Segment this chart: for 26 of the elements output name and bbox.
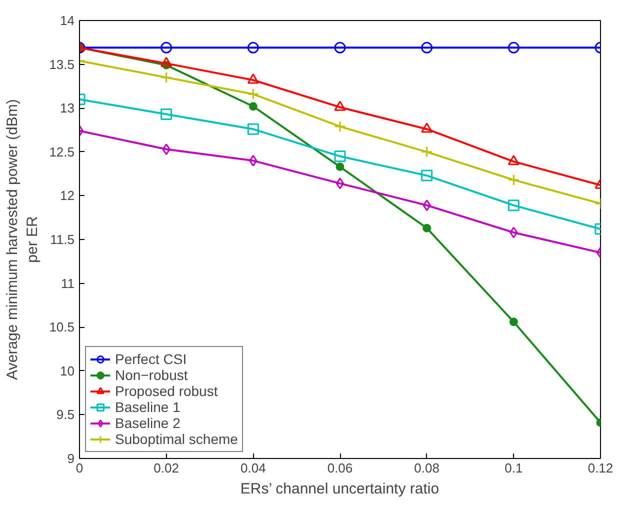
- legend-label: Perfect CSI: [115, 351, 187, 367]
- legend-label: Proposed robust: [115, 383, 218, 399]
- y-tick-label: 10.5: [49, 320, 75, 335]
- x-tick-label: 0.04: [240, 460, 266, 476]
- y-axis-title: Average minimum harvested power (dBm) per ER: [4, 99, 42, 380]
- y-tick-label: 11.5: [50, 232, 75, 247]
- x-tick-label: 0: [76, 460, 84, 476]
- x-axis-title: ERs’ channel uncertainty ratio: [240, 480, 440, 498]
- x-tick-label: 0.08: [414, 460, 440, 476]
- y-tick-label: 13.5: [49, 56, 75, 72]
- y-tick-label: 10: [60, 363, 75, 378]
- y-tick-label: 12: [60, 188, 75, 204]
- legend-label: Suboptimal scheme: [115, 431, 238, 447]
- y-tick-label: 9: [67, 451, 75, 466]
- y-tick-label: 14: [60, 13, 75, 28]
- x-tick-label: 0.02: [154, 460, 179, 476]
- legend-label: Non−robust: [115, 367, 188, 383]
- y-tick-label: 9.5: [56, 407, 75, 422]
- y-tick-label: 11: [61, 276, 75, 291]
- y-tick-label: 13: [60, 100, 75, 116]
- legend-label: Baseline 1: [115, 399, 180, 415]
- x-tick-label: 0.12: [588, 460, 614, 476]
- x-tick-label: 0.1: [504, 460, 523, 476]
- x-tick-label: 0.06: [327, 460, 353, 476]
- y-tick-label: 12.5: [49, 144, 75, 160]
- legend-label: Baseline 2: [115, 415, 180, 431]
